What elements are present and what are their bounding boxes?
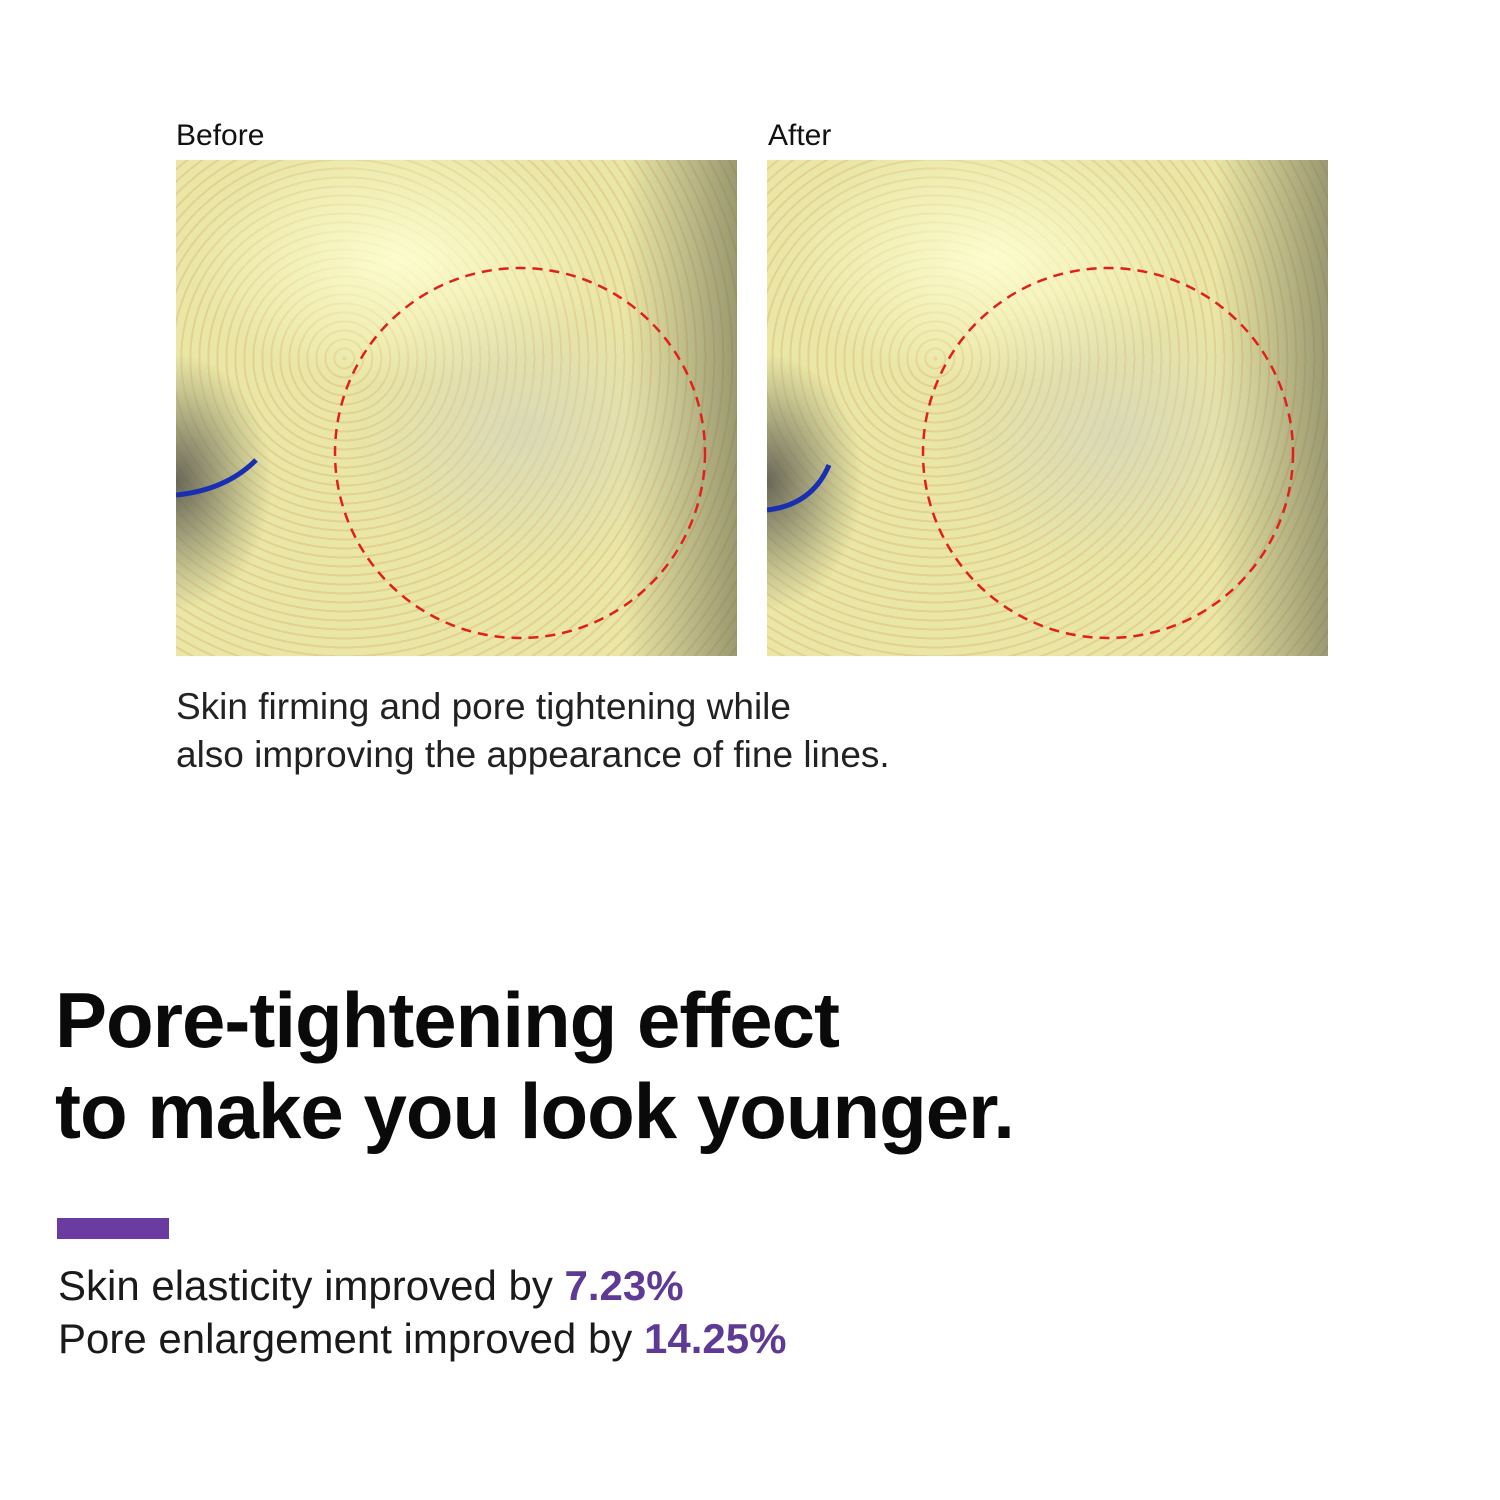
comparison-caption: Skin firming and pore tightening while a… xyxy=(176,683,890,779)
before-highlight-circle xyxy=(176,266,707,640)
before-label: Before xyxy=(176,119,265,152)
caption-line-2: also improving the appearance of fine li… xyxy=(176,734,890,775)
stat-pore: Pore enlargement improved by 14.25% xyxy=(58,1312,786,1365)
headline-line-1: Pore-tightening effect xyxy=(55,976,840,1064)
accent-bar xyxy=(57,1218,169,1239)
caption-line-1: Skin firming and pore tightening while xyxy=(176,686,791,727)
headline: Pore-tightening effect to make you look … xyxy=(55,975,1015,1157)
after-highlight-circle xyxy=(767,266,1295,640)
stat-value: 7.23% xyxy=(564,1262,684,1309)
after-label: After xyxy=(768,119,832,152)
headline-line-2: to make you look younger. xyxy=(55,1067,1015,1155)
before-skin-image xyxy=(176,160,737,656)
stat-elasticity: Skin elasticity improved by 7.23% xyxy=(58,1259,786,1312)
stats-list: Skin elasticity improved by 7.23% Pore e… xyxy=(58,1259,786,1365)
stat-value: 14.25% xyxy=(643,1315,787,1362)
stat-text: Skin elasticity improved by xyxy=(58,1262,565,1309)
stat-text: Pore enlargement improved by xyxy=(58,1315,644,1362)
after-skin-image xyxy=(767,160,1328,656)
